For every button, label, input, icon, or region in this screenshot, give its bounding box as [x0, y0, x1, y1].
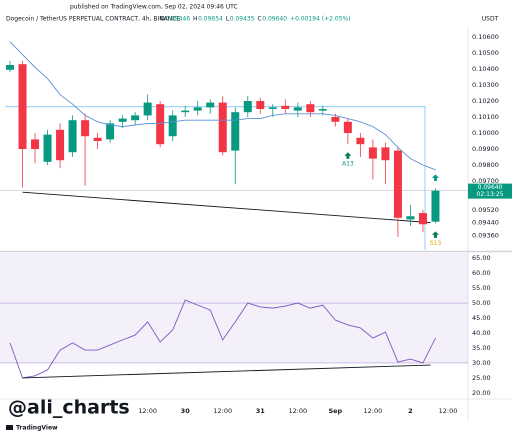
candle-body	[293, 107, 302, 111]
ohlc-label: L	[226, 16, 230, 23]
candle-body	[393, 150, 402, 218]
ohlc-label: C	[258, 16, 262, 23]
ohlc-label: O	[160, 16, 165, 23]
candle-body	[368, 147, 377, 159]
y-tick-label: 50.00	[472, 299, 491, 307]
candle-body	[181, 110, 190, 113]
ohlc-label: H	[193, 16, 198, 23]
y-tick-label: 0.10000	[472, 129, 499, 137]
candle-body	[106, 123, 115, 140]
y-tick-label: 0.10600	[472, 33, 499, 41]
y-tick-label: 0.09520	[472, 206, 499, 214]
y-tick-label: 0.10400	[472, 65, 499, 73]
candle-body	[93, 137, 102, 142]
candle-body	[43, 134, 52, 162]
countdown: 02:13:25	[477, 191, 504, 198]
candle-body	[406, 216, 415, 220]
y-tick-label: 25.00	[472, 374, 491, 382]
x-tick-label: 12:00	[364, 407, 383, 415]
y-tick-label: 0.09360	[472, 231, 499, 239]
x-tick-label: 31	[256, 407, 266, 415]
candle-body	[381, 147, 390, 161]
signal-arrow	[344, 152, 352, 159]
x-tick-label: 12:00	[288, 407, 307, 415]
candle-body	[131, 115, 140, 121]
last-price-label: 0.09640	[478, 184, 503, 191]
rsi-band	[0, 253, 468, 363]
candle-body	[343, 121, 352, 133]
ohlc-value: 0.09654	[198, 16, 223, 23]
y-tick-label: 45.00	[472, 314, 491, 322]
candle-body	[193, 107, 202, 111]
x-tick-label: 2	[408, 407, 413, 415]
x-tick-label: 12:00	[138, 407, 157, 415]
brand-logo	[6, 425, 13, 430]
candle-body	[168, 115, 177, 137]
ohlc-legend: O 0.09446 H 0.09654 L 0.09435 C 0.09640	[160, 16, 287, 23]
candle-body	[218, 102, 227, 153]
y-tick-label: 60.00	[472, 269, 491, 277]
currency: USDT	[482, 16, 499, 23]
y-tick-label: 35.00	[472, 344, 491, 352]
y-tick-label: 40.00	[472, 329, 491, 337]
candle-body	[318, 108, 327, 111]
change: +0.00194 (+2.05%)	[290, 16, 351, 23]
candle-body	[81, 120, 90, 137]
signal-arrow	[431, 231, 439, 238]
candle-body	[156, 104, 165, 145]
candle-body	[268, 107, 277, 109]
candle-body	[231, 112, 240, 151]
candle-body	[143, 102, 152, 116]
x-tick-label: 12:00	[439, 407, 458, 415]
y-tick-label: 0.09440	[472, 219, 499, 227]
trendline	[22, 364, 431, 379]
y-tick-label: 0.09900	[472, 145, 499, 153]
plot: 0.10600 0.10500 0.10400 0.10300 0.10200 0.101…	[0, 33, 512, 415]
candle-body	[243, 100, 252, 113]
y-tick-label: 20.00	[472, 389, 491, 397]
watermark: @ali_charts	[8, 397, 130, 419]
candle-body	[418, 213, 427, 225]
y-tick-label: 0.09800	[472, 161, 499, 169]
signal-label: A13	[342, 161, 354, 168]
candle-body	[206, 102, 215, 108]
candle-body	[281, 105, 290, 109]
last-price-box	[468, 183, 512, 199]
candle-body	[331, 116, 340, 122]
candle-body	[56, 129, 65, 161]
candle-body	[6, 64, 15, 70]
candle-body	[256, 100, 265, 109]
candle-body	[31, 139, 40, 150]
candle-body	[18, 64, 27, 150]
y-tick-label: 0.10300	[472, 81, 499, 89]
brand: TradingView	[16, 425, 58, 432]
candle-body	[306, 104, 315, 113]
signal-label: S13	[430, 240, 442, 247]
symbol: Dogecoin / TetherUS PERPETUAL CONTRACT, …	[6, 16, 180, 23]
signal-arrow	[431, 174, 439, 181]
moving-average	[9, 41, 436, 171]
y-tick-label: 65.00	[472, 254, 491, 262]
candle-body	[68, 120, 77, 153]
y-tick-label: 30.00	[472, 359, 491, 367]
x-tick-label: Sep	[328, 407, 342, 415]
candle-body	[431, 190, 440, 222]
ohlc-value: 0.09446	[165, 16, 190, 23]
ohlc-value: 0.09435	[230, 16, 255, 23]
y-tick-label: 0.10200	[472, 97, 499, 105]
rsi-line	[9, 299, 436, 379]
ohlc-value: 0.09640	[262, 16, 287, 23]
y-tick-label: 0.10100	[472, 113, 499, 121]
x-tick-label: 12:00	[213, 407, 232, 415]
candle-body	[118, 118, 127, 122]
published: published on TradingView.com, Sep 02, 20…	[70, 4, 238, 11]
candle-body	[356, 137, 365, 145]
x-tick-label: 30	[181, 407, 191, 415]
trendline	[22, 191, 431, 224]
y-tick-label: 55.00	[472, 284, 491, 292]
y-tick-label: 0.10500	[472, 49, 499, 57]
y-tick-label: 0.09700	[472, 177, 499, 185]
